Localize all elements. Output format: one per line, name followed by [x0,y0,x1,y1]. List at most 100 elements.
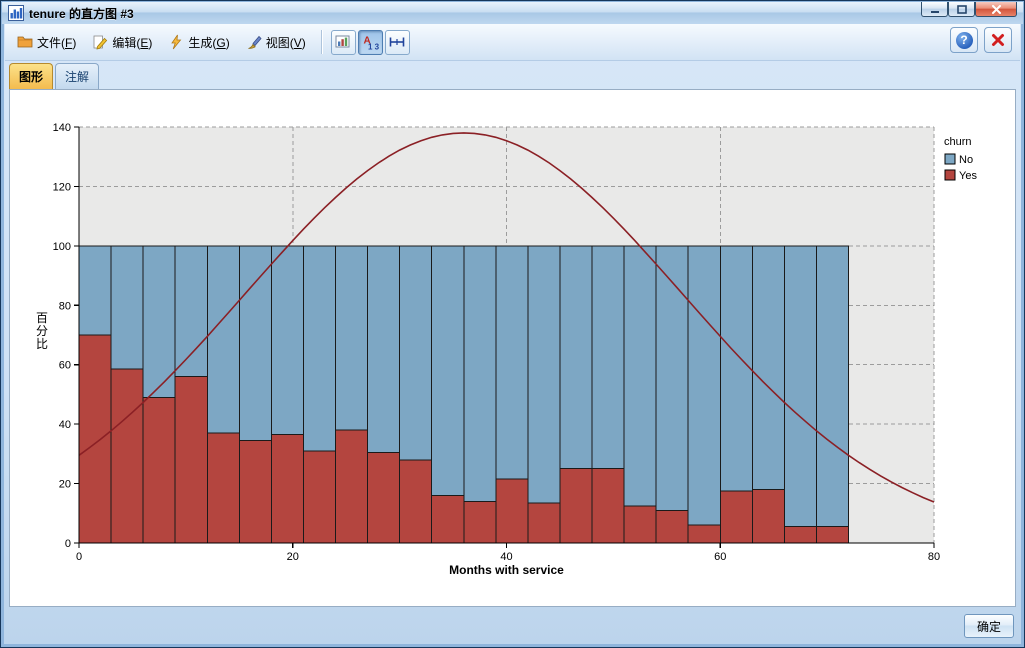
bar-yes [78,334,112,544]
maximize-icon [956,4,967,14]
normal-curve [78,132,935,503]
svg-text:120: 120 [53,181,71,193]
help-button[interactable]: ? [950,27,978,53]
bar-yes [559,468,593,544]
axis-interval-icon [389,37,405,47]
field-chooser-icon: A 1 3 [364,36,380,52]
svg-text:A: A [364,36,371,47]
bar-no [687,245,721,526]
svg-text:百: 百 [36,311,48,325]
bar-yes [591,468,625,544]
utility-buttons: ? [950,27,1012,53]
svg-text:20: 20 [59,479,71,491]
menu-generate[interactable]: 生成(G) [160,30,237,55]
window-close-button[interactable] [975,2,1017,17]
bar-no [559,245,593,470]
close-x-icon [992,34,1004,46]
svg-text:20: 20 [287,551,299,563]
legend-label: Yes [959,170,977,182]
axes [74,126,935,548]
bar-yes [367,451,401,544]
svg-text:1 3: 1 3 [368,43,379,52]
bar-yes [302,450,336,544]
histogram-bars [78,245,849,544]
bar-no [110,245,144,370]
menu-file[interactable]: 文件(F) [9,30,84,55]
view-menu-icon [246,34,262,50]
menu-edit[interactable]: 编辑(E) [84,30,160,55]
menu-view-label: 视图(V) [265,35,306,50]
bar-no [174,245,208,378]
maximize-button[interactable] [948,2,975,17]
legend-title: churn [944,136,972,148]
svg-text:60: 60 [59,360,71,372]
bar-yes [238,439,272,544]
menu-view[interactable]: 视图(V) [238,30,314,55]
tab-graph-label: 图形 [19,70,44,84]
tab-graph[interactable]: 图形 [9,63,54,89]
bar-yes [815,526,849,544]
svg-text:40: 40 [59,419,71,431]
window-controls [921,2,1017,17]
bar-no [399,245,433,461]
field-chooser-button[interactable]: A 1 3 [357,29,383,55]
legend-swatch [944,153,956,165]
bar-yes [655,509,689,544]
bar-yes [687,524,721,544]
help-icon: ? [955,31,973,49]
bar-yes [719,490,753,544]
bar-yes [463,500,497,544]
svg-text:0: 0 [76,551,82,563]
svg-text:40: 40 [500,551,512,563]
bar-no [335,245,369,431]
footer: 确定 [5,609,1020,643]
bar-no [78,245,112,336]
minimize-button[interactable] [921,2,948,17]
bar-yes [527,502,561,544]
menu-edit-label: 编辑(E) [112,35,153,50]
svg-text:80: 80 [59,300,71,312]
menubar: 文件(F) 编辑(E) 生成(G) 视图(V) A [5,24,1020,61]
bar-yes [270,434,304,544]
toolbar-separator [320,30,323,54]
histogram-chart: 0 20 40 60 80 0 20 40 60 80 100 120 140 Months with s… [36,122,977,577]
menu-file-label: 文件(F) [37,35,77,50]
bar-no [591,245,625,470]
x-axis-label: Months with service [449,563,564,577]
bar-no [463,245,497,502]
svg-text:80: 80 [928,551,940,563]
svg-text:比: 比 [36,337,48,351]
ok-button[interactable]: 确定 [963,614,1014,638]
close-icon [991,4,1001,14]
chart-panel: 0 20 40 60 80 0 20 40 60 80 100 120 140 Months with s… [9,89,1016,607]
tab-annotation-label: 注解 [65,70,90,84]
bar-yes [335,429,369,544]
export-graph-button[interactable] [330,29,356,55]
bar-yes [431,494,465,544]
bar-yes [142,396,176,544]
edit-menu-icon [92,34,108,50]
bar-yes [495,478,529,544]
bar-no [783,245,817,528]
bar-no [527,245,561,504]
bar-no [206,245,240,434]
bar-no [495,245,529,480]
bar-no [751,245,785,491]
export-graph-icon [335,35,350,48]
bar-no [238,245,272,441]
bar-yes [206,432,240,544]
bar-no [623,245,657,507]
axis-interval-button[interactable] [384,29,410,55]
close-output-button[interactable] [984,27,1012,53]
bar-yes [174,376,208,544]
file-menu-icon [17,34,33,50]
svg-text:分: 分 [36,324,48,338]
minimize-icon [930,10,939,13]
legend: churn No Yes [944,136,977,182]
bar-no [302,245,336,452]
svg-text:0: 0 [65,538,71,550]
bar-no [719,245,753,492]
window-title: tenure 的直方图 #3 [29,6,134,21]
svg-text:60: 60 [714,551,726,563]
tab-annotation[interactable]: 注解 [55,63,100,89]
